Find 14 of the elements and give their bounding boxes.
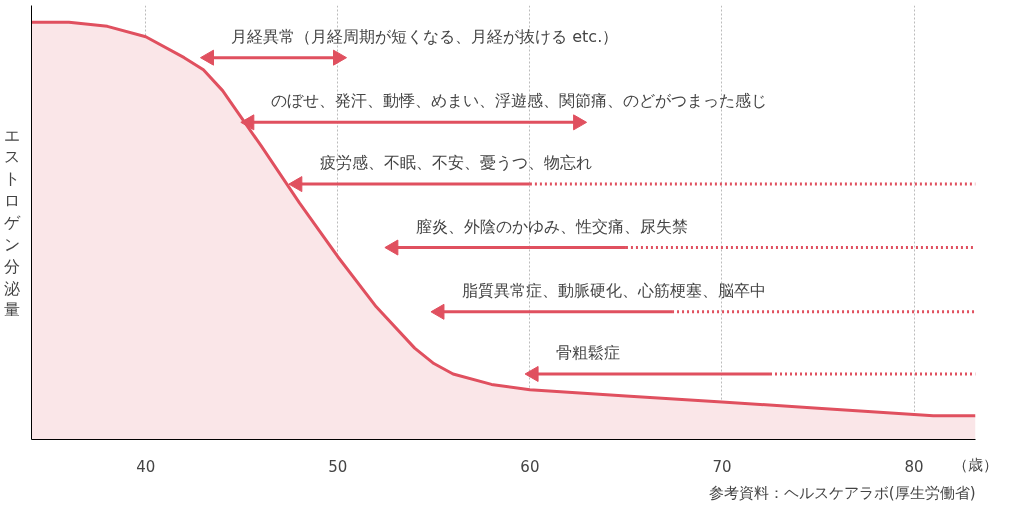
x-tick-label: 40 [136, 457, 156, 476]
x-tick-label: 70 [712, 457, 732, 476]
series-label: 骨粗鬆症 [555, 342, 620, 362]
x-tick-label: 60 [520, 457, 540, 476]
x-tick-label: 50 [328, 457, 348, 476]
series-label: 疲労感、不眠、不安、憂うつ、物忘れ [319, 153, 592, 173]
x-tick-label: 80 [904, 457, 924, 476]
series-label: 膣炎、外陰のかゆみ、性交痛、尿失禁 [415, 216, 688, 236]
series-label: 脂質異常症、動脈硬化、心筋梗塞、脳卒中 [461, 280, 766, 300]
series-label: 月経異常（月経周期が短くなる、月経が抜ける etc.） [231, 26, 619, 46]
x-axis-title: （歳） [953, 455, 998, 474]
series-label: のぼせ、発汗、動悸、めまい、浮遊感、関節痛、のどがつまった感じ [271, 91, 768, 111]
text: エストロゲン分泌量 [3, 125, 20, 320]
text: 参考資料：ヘルスケアラボ(厚生労働省) [708, 483, 976, 502]
